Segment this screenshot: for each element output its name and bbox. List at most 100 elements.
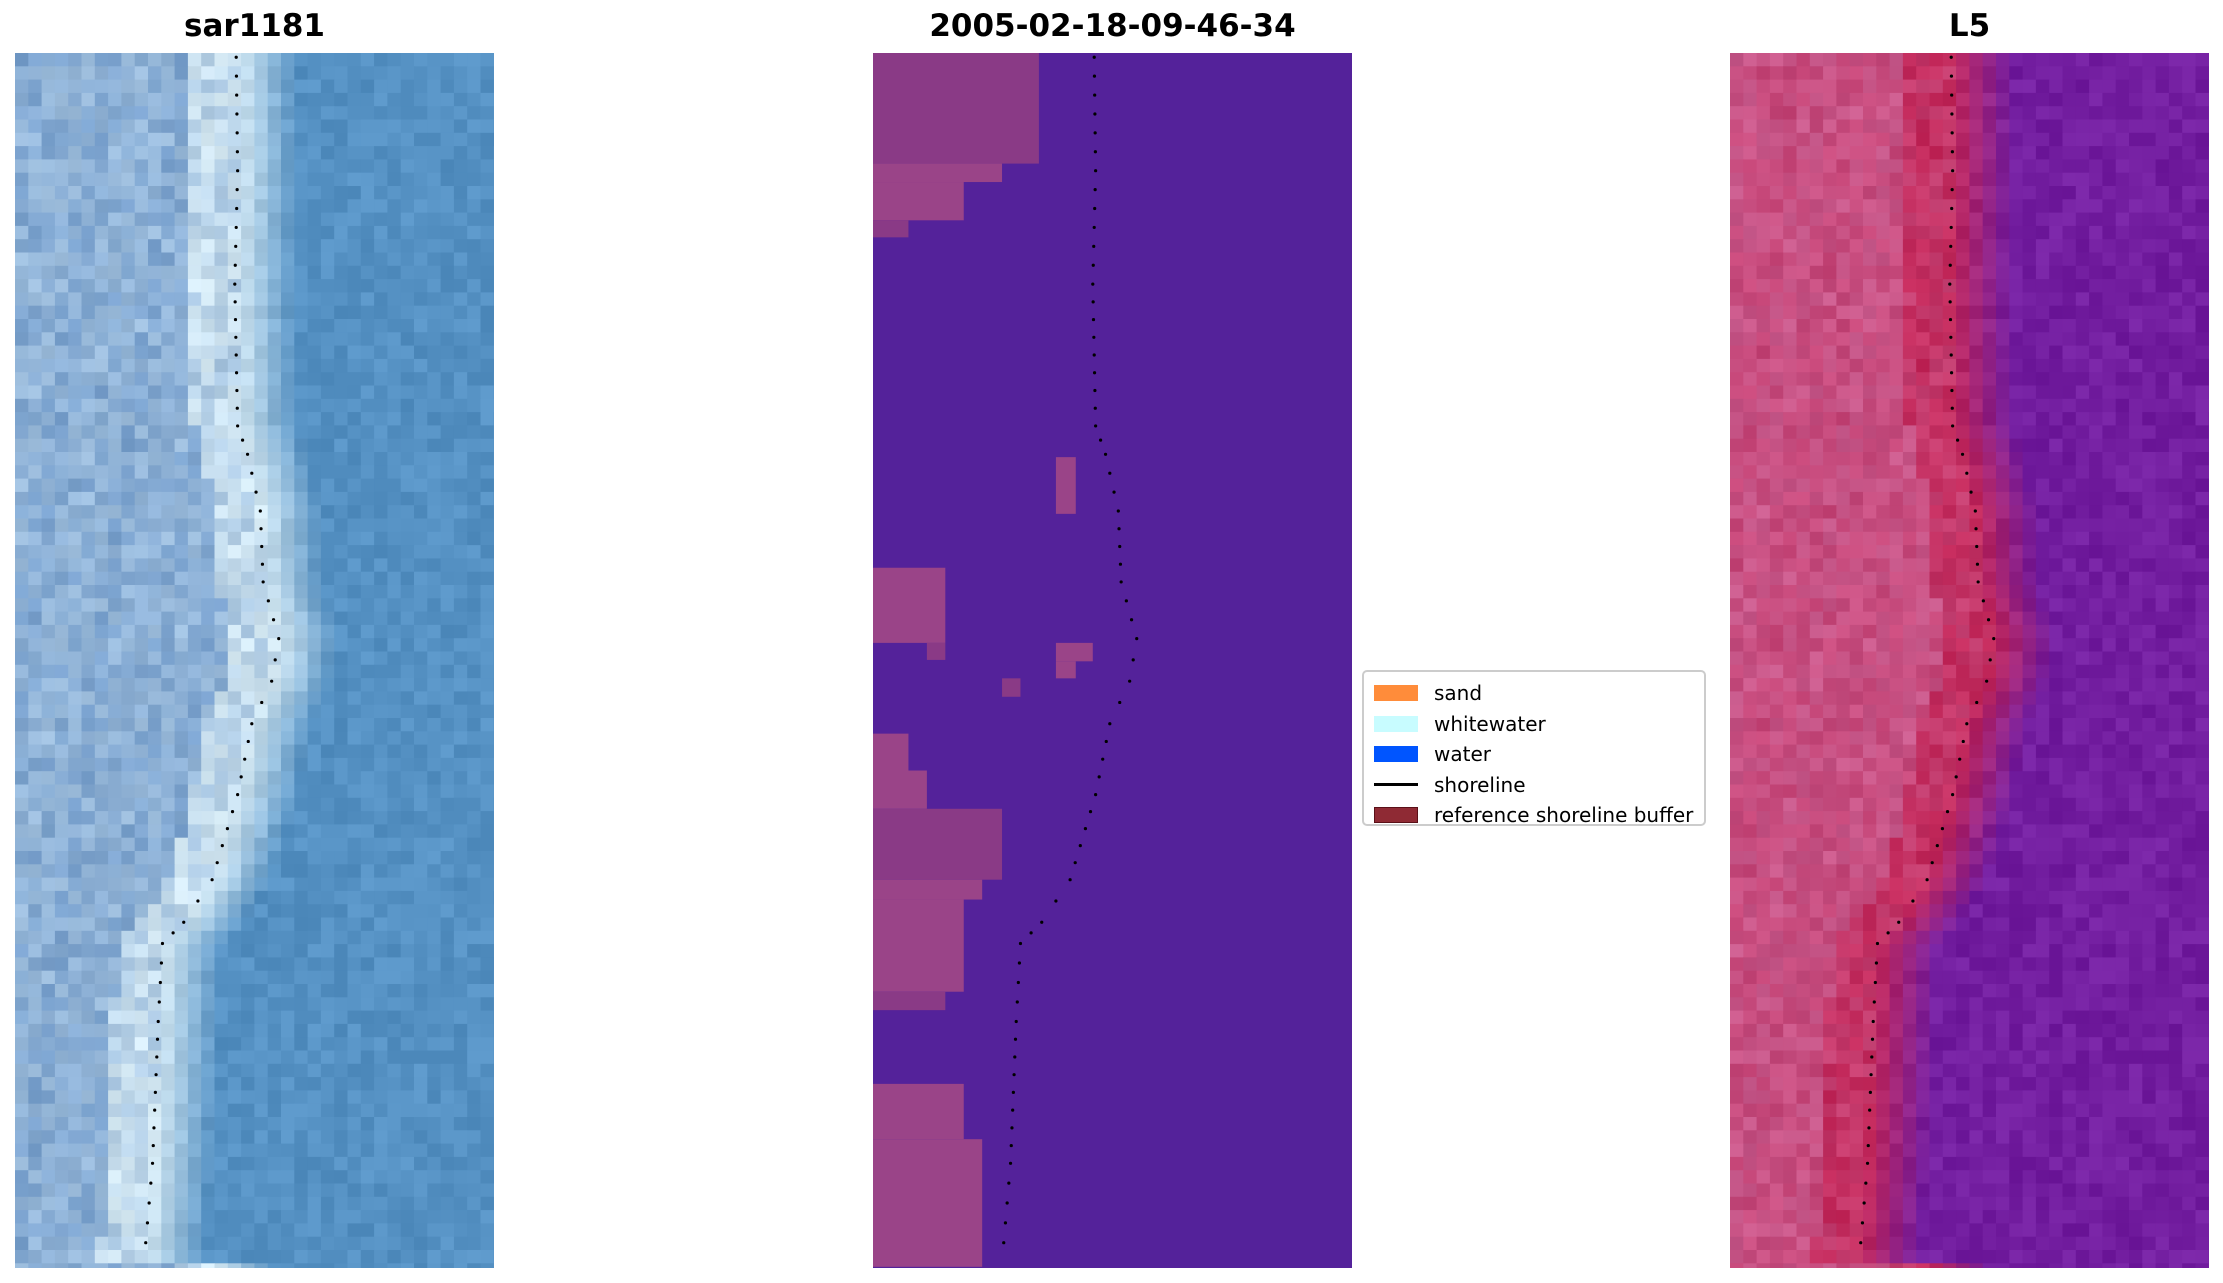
pixel [374, 531, 388, 546]
pixel [41, 1023, 56, 1038]
pixel [1849, 92, 1864, 107]
pixel [1730, 92, 1744, 107]
pixel [427, 930, 442, 945]
pixel [241, 1050, 255, 1065]
pixel [1743, 239, 1758, 253]
pixel [108, 558, 122, 573]
pixel [2115, 159, 2130, 174]
shoreline-point [245, 452, 250, 456]
pixel [281, 1010, 295, 1025]
pixel [1889, 146, 1904, 160]
pixel [414, 305, 428, 320]
pixel [187, 837, 202, 852]
pixel [2035, 452, 2050, 466]
pixel [81, 146, 96, 160]
pixel [2062, 491, 2077, 506]
pixel [467, 1010, 481, 1025]
pixel [15, 624, 29, 639]
pixel [68, 505, 82, 519]
pixel [281, 598, 295, 613]
pixel [2142, 225, 2157, 240]
pixel [1849, 119, 1864, 134]
pixel [148, 851, 162, 865]
pixel [467, 890, 481, 905]
shoreline-point [155, 1037, 160, 1041]
pixel [1916, 491, 1930, 506]
pixel [214, 66, 229, 81]
pixel [320, 678, 335, 692]
pixel [1836, 305, 1851, 320]
pixel [480, 1183, 494, 1198]
pixel [360, 930, 375, 945]
pixel [54, 624, 69, 639]
pixel [1769, 358, 1784, 373]
pixel [2102, 505, 2117, 519]
pixel [267, 837, 282, 852]
pixel [1902, 186, 1917, 200]
pixel [94, 624, 109, 639]
pixel [1916, 212, 1930, 227]
pixel [68, 1156, 82, 1171]
pixel [227, 757, 242, 772]
pixel [108, 611, 122, 626]
pixel [374, 119, 388, 134]
pixel [1730, 332, 1744, 347]
pixel [201, 1117, 215, 1131]
pixel [254, 784, 269, 799]
pixel [2062, 412, 2077, 426]
pixel [81, 1263, 96, 1268]
pixel [187, 585, 202, 599]
pixel [2062, 53, 2077, 67]
pixel [2102, 172, 2117, 187]
pixel [1863, 505, 1877, 519]
pixel [1836, 332, 1851, 347]
pixel [241, 438, 255, 453]
pixel [214, 1037, 229, 1051]
pixel [1783, 265, 1797, 280]
pixel [281, 465, 295, 480]
pixel [2075, 385, 2090, 400]
shoreline-point [1101, 757, 1105, 761]
pixel [387, 385, 402, 400]
pixel [201, 186, 215, 200]
pixel [68, 877, 82, 892]
shoreline-point [1094, 169, 1098, 173]
pixel [387, 624, 402, 639]
pixel [320, 997, 335, 1012]
pixel [187, 1023, 202, 1038]
pixel [134, 438, 149, 453]
pixel [108, 797, 122, 812]
pixel [453, 199, 468, 214]
pixel [81, 412, 96, 426]
pixel [68, 1117, 82, 1131]
pixel [121, 132, 136, 147]
pixel [121, 1063, 136, 1078]
pixel [281, 1236, 295, 1251]
pixel [187, 651, 202, 666]
pixel [148, 824, 162, 839]
pixel [81, 944, 96, 958]
pixel [334, 1223, 348, 1238]
pixel [1956, 66, 1970, 81]
pixel [201, 598, 215, 613]
pixel [1902, 212, 1917, 227]
pixel [2155, 279, 2170, 293]
pixel [427, 398, 442, 413]
pixel [108, 571, 122, 586]
pixel [201, 704, 215, 719]
pixel [281, 851, 295, 865]
pixel [2089, 531, 2103, 546]
pixel [334, 877, 348, 892]
pixel [1956, 305, 1970, 320]
pixel [281, 212, 295, 227]
pixel [334, 372, 348, 386]
shoreline-point [225, 827, 230, 831]
shoreline-point [153, 1090, 157, 1094]
pixel [1783, 79, 1797, 94]
pixel [2062, 425, 2077, 440]
pixel [2075, 518, 2090, 533]
pixel [134, 1010, 149, 1025]
pixel [1969, 119, 1984, 134]
pixel [400, 1103, 415, 1118]
pixel [374, 412, 388, 426]
